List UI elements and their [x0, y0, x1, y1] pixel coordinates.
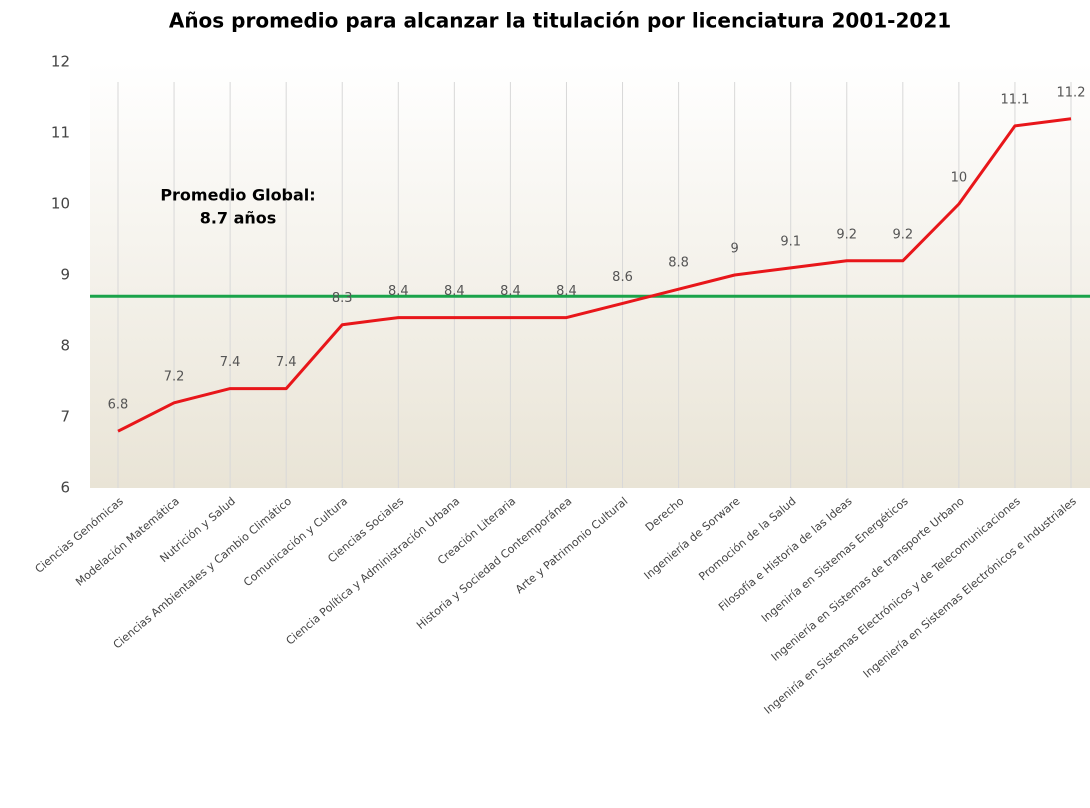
annotation: Promedio Global: — [160, 186, 315, 205]
x-tick-label: Comunicación y Cultura — [241, 495, 350, 589]
data-label: 8.4 — [444, 284, 465, 299]
y-tick-label: 6 — [60, 479, 70, 497]
x-tick-label: Ciencias Genómicas — [33, 494, 126, 575]
data-label: 7.4 — [220, 355, 241, 370]
data-label: 8.3 — [332, 291, 353, 306]
y-tick-label: 11 — [51, 124, 70, 142]
data-label: 8.6 — [612, 270, 633, 285]
data-label: 11.1 — [1000, 92, 1029, 107]
x-tick-label: Derecho — [643, 494, 687, 534]
x-tick-label: Ingeniería en Sistemas de transporte Urb… — [769, 494, 967, 663]
chart-title: Años promedio para alcanzar la titulació… — [169, 9, 951, 33]
data-label: 8.4 — [500, 284, 521, 299]
y-tick-label: 8 — [60, 337, 70, 355]
data-line — [117, 117, 1072, 433]
data-label: 7.4 — [276, 355, 297, 370]
data-label: 9.1 — [780, 234, 801, 249]
data-label: 8.4 — [556, 284, 577, 299]
data-label: 7.2 — [164, 369, 185, 384]
x-tick-label: Ingeniría en Sistemas Electrónicos y de … — [762, 494, 1023, 716]
data-label: 9 — [731, 242, 739, 257]
x-tick-label: Ingeniería de Sorware — [642, 494, 743, 582]
data-label: 11.2 — [1057, 85, 1086, 100]
x-tick-label: Promoción de la Salud — [696, 495, 798, 584]
data-label: 9.2 — [892, 227, 913, 242]
y-tick-label: 12 — [51, 53, 70, 71]
y-tick-label: 10 — [51, 195, 70, 213]
data-label: 8.8 — [668, 256, 689, 271]
plot-background — [90, 62, 1090, 488]
y-tick-label: 9 — [60, 266, 70, 284]
annotation: 8.7 años — [200, 209, 277, 228]
data-label: 6.8 — [108, 398, 129, 413]
x-tick-label: Arte y Patrimonio Cultural — [513, 495, 630, 597]
data-label: 9.2 — [836, 227, 857, 242]
x-tick-label: Ingeniería en Sistemas Electrónicos e In… — [861, 494, 1079, 680]
x-tick-label: Modelación Matemática — [73, 495, 182, 589]
data-label: 10 — [951, 171, 968, 186]
y-tick-label: 7 — [60, 408, 70, 426]
data-label: 8.4 — [388, 284, 409, 299]
